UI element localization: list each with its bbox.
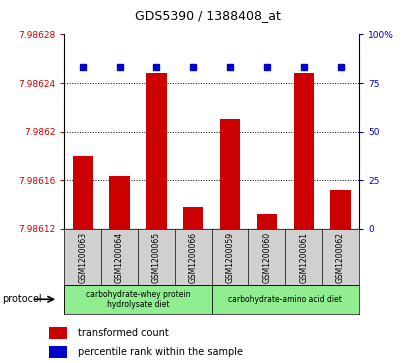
- Bar: [49, 346, 67, 358]
- Bar: [212, 285, 359, 314]
- Text: GSM1200064: GSM1200064: [115, 232, 124, 283]
- Text: GSM1200065: GSM1200065: [152, 232, 161, 283]
- Text: carbohydrate-whey protein
hydrolysate diet: carbohydrate-whey protein hydrolysate di…: [86, 290, 190, 309]
- Text: GSM1200060: GSM1200060: [262, 232, 271, 283]
- Text: GSM1200061: GSM1200061: [299, 232, 308, 282]
- Bar: [257, 214, 277, 229]
- Bar: [330, 190, 351, 229]
- Text: GDS5390 / 1388408_at: GDS5390 / 1388408_at: [134, 9, 281, 22]
- Bar: [220, 119, 240, 229]
- Text: GSM1200066: GSM1200066: [189, 232, 198, 283]
- Text: GSM1200062: GSM1200062: [336, 232, 345, 282]
- Bar: [110, 176, 130, 229]
- Text: percentile rank within the sample: percentile rank within the sample: [78, 347, 243, 357]
- Bar: [146, 73, 166, 229]
- Text: protocol: protocol: [2, 294, 42, 305]
- Bar: [73, 156, 93, 229]
- Bar: [64, 285, 212, 314]
- Text: transformed count: transformed count: [78, 328, 169, 338]
- Bar: [183, 207, 203, 229]
- Bar: [49, 327, 67, 339]
- Bar: [293, 73, 314, 229]
- Text: GSM1200059: GSM1200059: [226, 232, 234, 283]
- Text: GSM1200063: GSM1200063: [78, 232, 87, 283]
- Text: carbohydrate-amino acid diet: carbohydrate-amino acid diet: [228, 295, 342, 304]
